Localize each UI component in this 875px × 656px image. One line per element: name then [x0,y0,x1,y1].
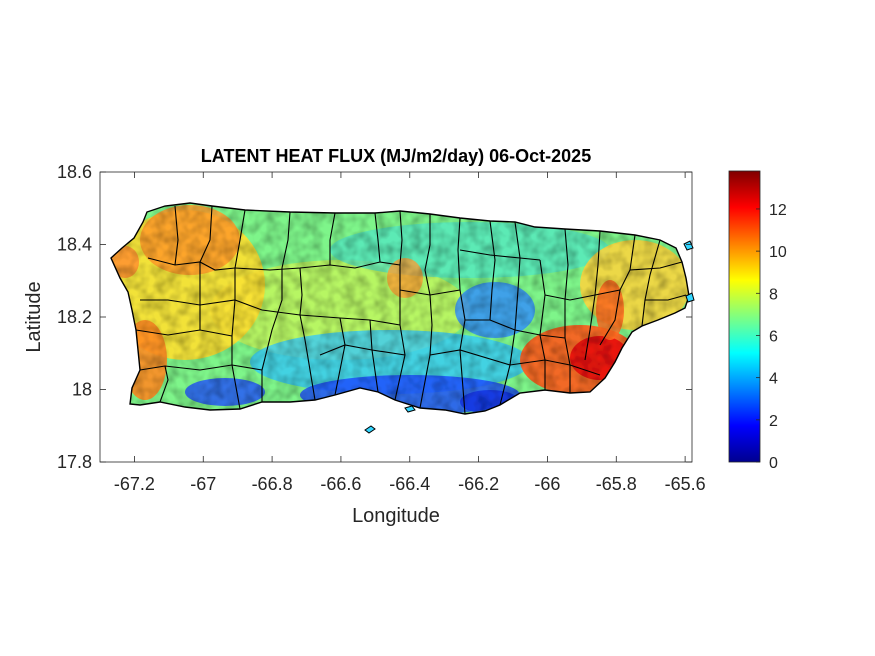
heat-zone-eastcentral-blue [455,282,535,338]
municipal-boundaries [135,205,687,414]
colorbar-tick-label: 8 [769,286,778,303]
colorbar-ticks: 0 2 4 6 8 10 12 [756,202,787,472]
chart-title: LATENT HEAT FLUX (MJ/m2/day) 06-Oct-2025 [201,146,591,166]
x-tick-label: -66.6 [320,474,361,494]
x-tick-label: -67 [190,474,216,494]
colorbar-tick-label: 6 [769,328,778,345]
x-tick-label: -66 [534,474,560,494]
heat-zone-eastslope-orange [596,280,624,340]
x-tick-label: -65.6 [665,474,706,494]
x-tick-label: -67.2 [114,474,155,494]
x-tick-label: -66.8 [252,474,293,494]
colorbar [728,170,761,463]
x-tick-label: -66.2 [458,474,499,494]
y-tick-label: 18.6 [57,162,92,182]
colorbar-tick-label: 0 [769,455,778,472]
colorbar-tick-label: 12 [769,202,787,219]
heat-zone-northwest-orange [140,205,240,275]
heat-zone-northwestcorner-orange [111,246,139,278]
heat-zone-central-orange [387,258,423,298]
x-axis: -67.2 -67 -66.8 -66.6 -66.4 -66.2 -66 -65.8 -65.… [114,172,706,494]
y-axis-label: Latitude [23,281,45,352]
heat-zone-southwest-blue [185,378,265,406]
y-tick-label: 17.8 [57,452,92,472]
y-tick-label: 18.4 [57,235,92,255]
x-tick-label: -65.8 [596,474,637,494]
x-tick-label: -66.4 [389,474,430,494]
y-axis: 17.8 18 18.2 18.4 18.6 [57,162,692,472]
colorbar-tick-label: 2 [769,413,778,430]
colorbar-tick-label: 10 [769,244,787,261]
colorbar-tick-label: 4 [769,371,778,388]
islets [364,240,695,434]
x-axis-label: Longitude [352,505,440,527]
y-tick-label: 18 [72,380,92,400]
y-tick-label: 18.2 [57,307,92,327]
